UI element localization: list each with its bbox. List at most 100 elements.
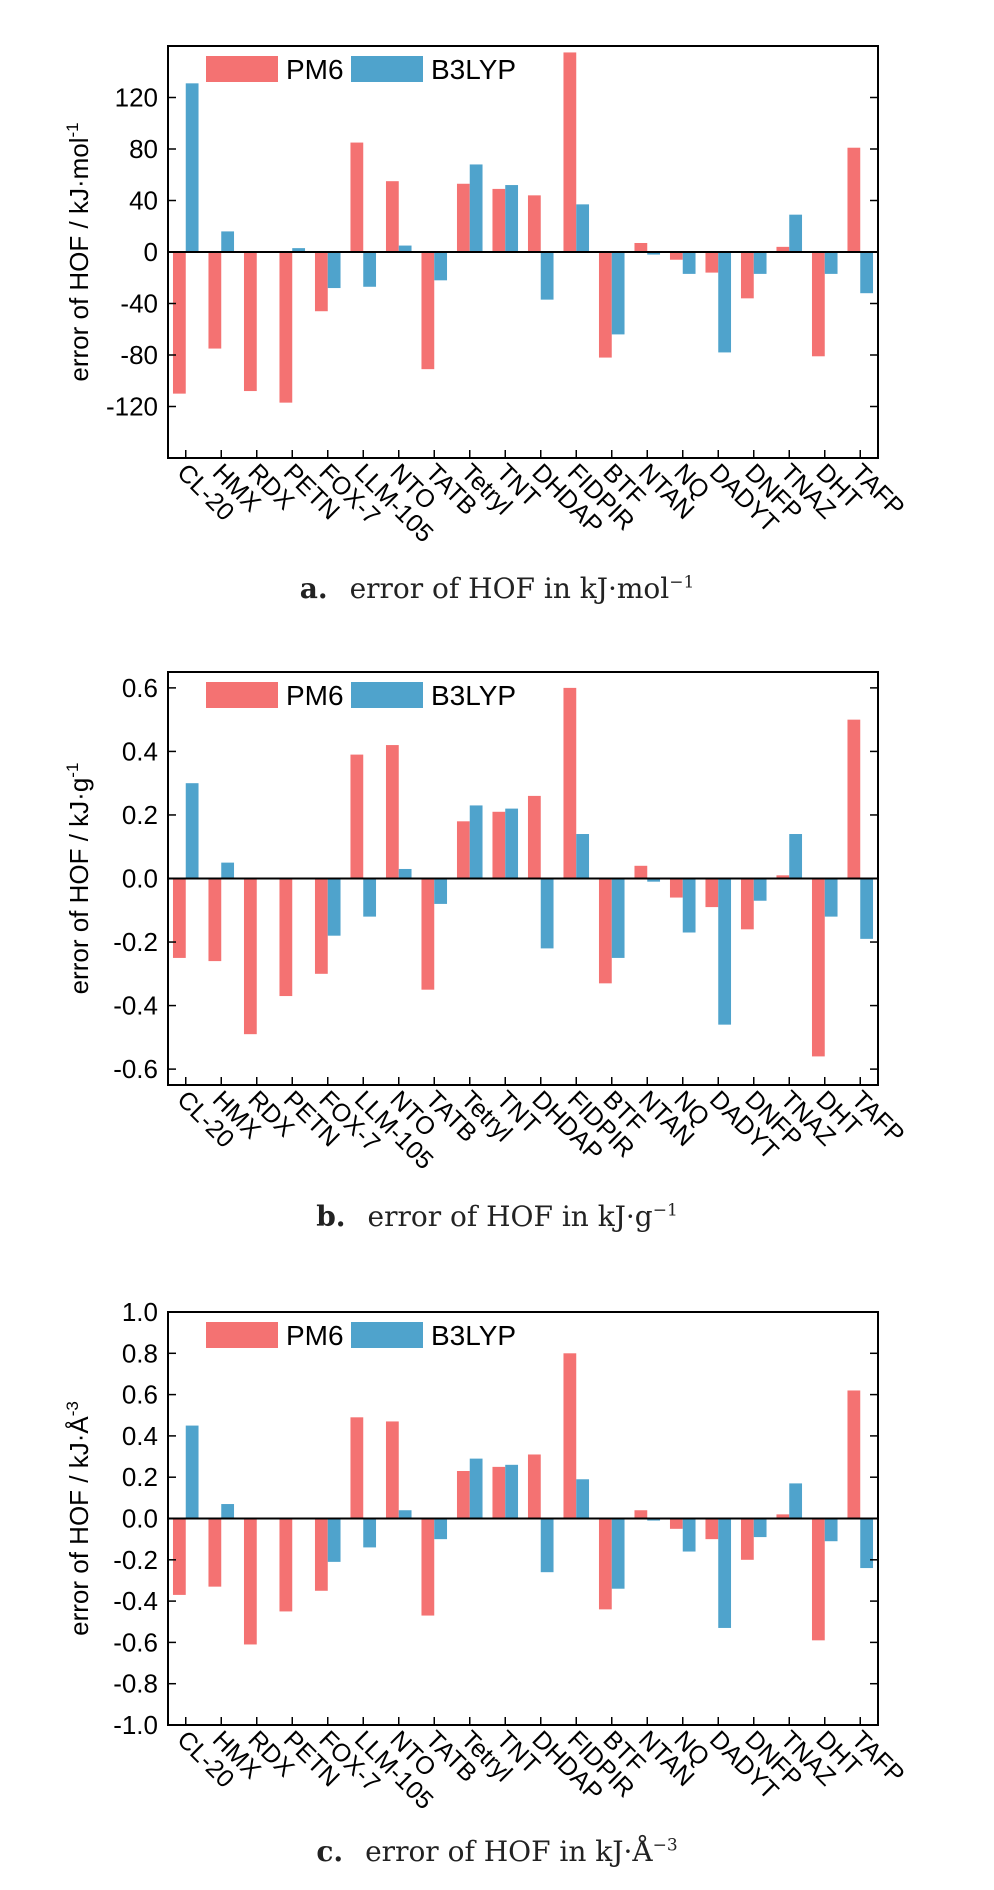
bar-pm6-dnfp bbox=[740, 1518, 754, 1560]
bar-pm6-nto bbox=[385, 1421, 399, 1519]
bar-pm6-btf bbox=[598, 252, 612, 358]
bar-pm6-tatb bbox=[421, 1518, 435, 1616]
bar-pm6-dht bbox=[811, 878, 825, 1057]
bar-pm6-hmx bbox=[208, 1518, 222, 1587]
y-tick-label: 0.0 bbox=[122, 864, 158, 894]
bar-b3lyp-tafp bbox=[860, 252, 874, 294]
y-tick-label: 80 bbox=[129, 134, 158, 164]
chart-panel-b: -0.6 -0.4 -0.2 0.0 0.2 0.4 0.6 CL-20 HMX RDX PETN F… bbox=[0, 640, 994, 1233]
bar-pm6-ntan bbox=[634, 865, 648, 879]
y-tick-label: 40 bbox=[129, 186, 158, 216]
bar-pm6-rdx bbox=[243, 252, 257, 392]
bar-b3lyp-dadyt bbox=[718, 878, 732, 1025]
bar-b3lyp-fidpir bbox=[576, 1479, 590, 1519]
bar-b3lyp-cl-20 bbox=[185, 783, 199, 879]
y-tick-label: -1.0 bbox=[113, 1710, 158, 1740]
bar-pm6-fox-7 bbox=[314, 1518, 328, 1591]
bar-pm6-petn bbox=[279, 252, 293, 403]
bar-pm6-tatb bbox=[421, 252, 435, 370]
bar-pm6-dhdap bbox=[527, 195, 541, 252]
y-tick-label: 0.6 bbox=[122, 673, 158, 703]
bar-pm6-petn bbox=[279, 878, 293, 997]
bar-b3lyp-nto bbox=[398, 245, 412, 252]
bar-b3lyp-dnfp bbox=[753, 1518, 767, 1538]
legend-swatch-b3lyp bbox=[351, 1322, 423, 1348]
y-tick-label: -0.6 bbox=[113, 1627, 158, 1657]
y-tick-label: 120 bbox=[115, 83, 158, 113]
y-tick-label: -0.4 bbox=[113, 1586, 158, 1616]
bar-b3lyp-dht bbox=[824, 252, 838, 274]
bar-b3lyp-tatb bbox=[434, 1518, 448, 1540]
bar-pm6-dht bbox=[811, 1518, 825, 1641]
bar-pm6-nq bbox=[669, 1518, 683, 1529]
y-tick-label: -120 bbox=[106, 392, 158, 422]
bar-pm6-ntan bbox=[634, 1510, 648, 1519]
legend-label-b3lyp: B3LYP bbox=[431, 1320, 516, 1351]
legend-label-pm6: PM6 bbox=[286, 54, 344, 85]
bar-b3lyp-nq bbox=[682, 252, 696, 274]
bar-b3lyp-fox-7 bbox=[327, 878, 341, 936]
chart-panel-c: -1.0 -0.8 -0.6 -0.4 -0.2 0.0 0.2 0.4 0.6 0.8 1.0 CL… bbox=[0, 1270, 994, 1868]
y-tick-label: 1.0 bbox=[122, 1297, 158, 1327]
legend-swatch-b3lyp bbox=[351, 682, 423, 708]
caption-sup: −1 bbox=[669, 572, 695, 593]
bar-b3lyp-tatb bbox=[434, 878, 448, 904]
y-tick-label: 0.0 bbox=[122, 1504, 158, 1534]
bar-pm6-fox-7 bbox=[314, 878, 328, 974]
y-tick-label: 0.4 bbox=[122, 1421, 158, 1451]
bar-pm6-tafp bbox=[847, 1390, 861, 1519]
y-axis-label: error of HOF / kJ·g-1 bbox=[63, 763, 94, 995]
legend-swatch-b3lyp bbox=[351, 56, 423, 82]
bar-b3lyp-tnaz bbox=[789, 214, 803, 252]
bar-b3lyp-llm-105 bbox=[363, 1518, 377, 1548]
bar-b3lyp-tafp bbox=[860, 1518, 874, 1569]
bar-pm6-fidpir bbox=[563, 52, 577, 252]
caption-a: a. error of HOF in kJ·mol−1 bbox=[0, 572, 994, 605]
bar-pm6-ntan bbox=[634, 242, 648, 252]
bar-b3lyp-nq bbox=[682, 1518, 696, 1552]
bar-b3lyp-hmx bbox=[221, 1504, 235, 1519]
bar-b3lyp-petn bbox=[292, 248, 306, 252]
bar-b3lyp-tetryl bbox=[469, 1458, 483, 1519]
bar-pm6-btf bbox=[598, 1518, 612, 1610]
y-tick-label: 0.4 bbox=[122, 736, 158, 766]
y-tick-label: -0.2 bbox=[113, 1545, 158, 1575]
bar-pm6-llm-105 bbox=[350, 142, 364, 252]
bar-b3lyp-fox-7 bbox=[327, 252, 341, 289]
bar-b3lyp-dnfp bbox=[753, 878, 767, 901]
bar-b3lyp-dhdap bbox=[540, 878, 554, 949]
y-tick-label: -0.8 bbox=[113, 1669, 158, 1699]
legend-swatch-pm6 bbox=[206, 56, 278, 82]
bar-b3lyp-dht bbox=[824, 878, 838, 917]
bar-b3lyp-dht bbox=[824, 1518, 838, 1542]
bar-pm6-petn bbox=[279, 1518, 293, 1612]
bar-b3lyp-tetryl bbox=[469, 164, 483, 252]
y-tick-label: 0.8 bbox=[122, 1338, 158, 1368]
bar-b3lyp-fidpir bbox=[576, 204, 590, 252]
bar-b3lyp-nto bbox=[398, 868, 412, 879]
y-tick-label: -0.6 bbox=[113, 1054, 158, 1084]
bar-b3lyp-tatb bbox=[434, 252, 448, 281]
y-axis-label-sup: -1 bbox=[63, 763, 82, 778]
y-tick-label: 0.6 bbox=[122, 1380, 158, 1410]
bar-pm6-cl-20 bbox=[172, 878, 186, 958]
caption-sup: −1 bbox=[652, 1200, 678, 1221]
bar-b3lyp-btf bbox=[611, 252, 625, 335]
legend-label-b3lyp: B3LYP bbox=[431, 680, 516, 711]
bar-b3lyp-hmx bbox=[221, 862, 235, 879]
bar-b3lyp-cl-20 bbox=[185, 1425, 199, 1519]
bar-b3lyp-btf bbox=[611, 878, 625, 958]
bar-b3lyp-tnt bbox=[505, 1464, 519, 1519]
bar-pm6-btf bbox=[598, 878, 612, 984]
chart-panel-a: -120 -80 -40 0 40 80 120 CL-20 HMX RDX PETN FOX-7 LL… bbox=[0, 0, 994, 605]
bar-pm6-tetryl bbox=[456, 1471, 470, 1519]
legend-swatch-pm6 bbox=[206, 1322, 278, 1348]
bar-b3lyp-tnt bbox=[505, 808, 519, 879]
bar-pm6-tafp bbox=[847, 719, 861, 879]
bar-pm6-hmx bbox=[208, 252, 222, 349]
chart-b: -0.6-0.4-0.20.00.20.40.6CL-20HMXRDXPETNF… bbox=[63, 671, 910, 1175]
bar-b3lyp-dhdap bbox=[540, 252, 554, 300]
bar-pm6-tafp bbox=[847, 147, 861, 252]
bar-pm6-dadyt bbox=[705, 252, 719, 273]
bar-b3lyp-tnt bbox=[505, 185, 519, 252]
